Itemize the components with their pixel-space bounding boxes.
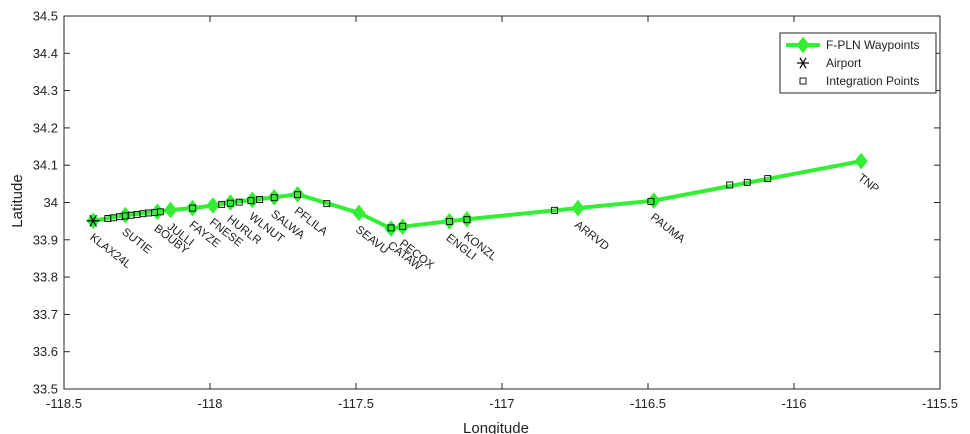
integration-point-marker: [256, 196, 264, 203]
waypoint-marker: [163, 201, 178, 219]
x-tick-label: -118: [197, 396, 222, 411]
legend-entry-label: Integration Points: [826, 74, 919, 88]
integration-point-marker: [726, 181, 734, 189]
integration-point-marker: [764, 175, 772, 183]
integration-point-marker: [235, 198, 243, 206]
y-tick-label: 34.2: [33, 120, 58, 135]
legend-swatch-square: [799, 77, 807, 85]
y-tick-label: 33.8: [33, 270, 58, 285]
y-axis-label: Latitude: [9, 174, 26, 227]
y-tick-label: 34.5: [33, 9, 58, 24]
x-tick-label: -118.5: [46, 396, 82, 411]
y-tick-label: 34.1: [33, 158, 58, 173]
x-tick-label: -115.5: [922, 396, 958, 411]
integration-point-marker: [270, 194, 278, 202]
airport-marker-stroke: [799, 57, 807, 69]
legend: F-PLN Waypoints Airport Integration Points: [779, 32, 937, 94]
integration-point-marker: [551, 206, 559, 214]
integration-point-marker: [156, 208, 164, 216]
airport-marker-stroke: [89, 214, 97, 227]
waypoint-marker: [854, 152, 868, 170]
legend-entry-label: F-PLN Waypoints: [826, 38, 920, 52]
waypoint-marker: [185, 199, 200, 217]
x-tick-label: -117: [489, 396, 514, 411]
airport-marker: [86, 214, 100, 227]
x-tick-label: -116.5: [630, 396, 666, 411]
integration-point-marker: [399, 222, 407, 230]
y-tick-label: 34.3: [33, 83, 58, 98]
x-tick-label: -117.5: [338, 396, 374, 411]
integration-point-marker: [189, 204, 196, 212]
waypoint-marker: [206, 197, 220, 214]
y-tick-label: 33.9: [33, 232, 58, 247]
waypoint-marker: [571, 199, 585, 217]
integration-point-marker: [387, 224, 395, 232]
legend-entry-label: Airport: [826, 56, 862, 70]
y-tick-label: 33.5: [33, 382, 58, 397]
waypoint-marker: [352, 204, 366, 222]
y-tick-label: 34: [44, 195, 58, 210]
legend-swatch-asterisk: [797, 57, 809, 69]
x-axis-label: Longitude: [463, 420, 529, 434]
y-tick-label: 33.6: [33, 344, 58, 359]
legend-swatch-diamond: [796, 36, 810, 54]
integration-point-marker: [247, 197, 255, 205]
integration-point-marker: [463, 216, 471, 224]
route-layer: KLAX24LSUTIEBOUBYJULLIFAYZEFNESEHURLRWLN…: [86, 152, 881, 273]
y-axis: 33.5 33.6 33.7 33.8 33.9 34 34.1 34.2 34.3 34.4 34…: [33, 9, 940, 397]
integration-point-marker: [218, 200, 226, 208]
integration-point-marker: [647, 197, 655, 205]
y-tick-label: 34.4: [33, 46, 58, 61]
integration-point-marker: [226, 199, 234, 207]
integration-point-marker: [743, 178, 751, 186]
x-axis: -118.5 -118 -117.5 -117 -116.5 -116 -115.5: [46, 16, 958, 411]
integration-point-marker: [445, 218, 453, 225]
integration-point-marker: [323, 200, 331, 208]
x-tick-label: -116: [781, 396, 806, 411]
integration-point-marker: [294, 191, 302, 199]
y-tick-label: 33.7: [33, 307, 58, 322]
